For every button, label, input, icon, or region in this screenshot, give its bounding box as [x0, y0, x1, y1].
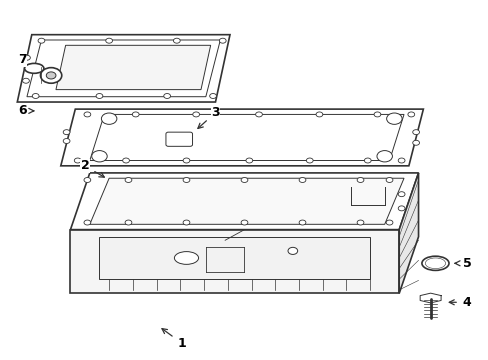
- Circle shape: [132, 112, 139, 117]
- Polygon shape: [419, 293, 440, 303]
- Circle shape: [241, 220, 247, 225]
- Ellipse shape: [174, 252, 198, 264]
- Circle shape: [125, 220, 132, 225]
- Polygon shape: [70, 230, 398, 293]
- Text: 2: 2: [81, 159, 104, 177]
- Circle shape: [407, 112, 414, 117]
- Ellipse shape: [425, 258, 445, 269]
- Circle shape: [364, 158, 370, 163]
- Circle shape: [299, 220, 305, 225]
- Circle shape: [412, 140, 419, 145]
- Circle shape: [183, 220, 189, 225]
- Circle shape: [386, 177, 392, 183]
- Circle shape: [373, 112, 380, 117]
- Circle shape: [376, 150, 392, 162]
- Circle shape: [63, 139, 70, 144]
- Circle shape: [306, 158, 312, 163]
- Circle shape: [183, 158, 189, 163]
- Circle shape: [74, 158, 81, 163]
- Polygon shape: [56, 45, 210, 90]
- Circle shape: [173, 38, 180, 43]
- Text: 4: 4: [448, 296, 470, 309]
- Text: 1: 1: [162, 329, 185, 350]
- Circle shape: [125, 177, 132, 183]
- Circle shape: [63, 130, 70, 135]
- Circle shape: [101, 113, 117, 124]
- Circle shape: [386, 113, 401, 124]
- Circle shape: [183, 177, 189, 183]
- Circle shape: [397, 206, 404, 211]
- Circle shape: [245, 158, 252, 163]
- Circle shape: [84, 177, 91, 183]
- Circle shape: [32, 94, 39, 99]
- Circle shape: [397, 192, 404, 197]
- Ellipse shape: [41, 68, 61, 83]
- FancyBboxPatch shape: [165, 132, 192, 146]
- Circle shape: [23, 55, 30, 60]
- Ellipse shape: [421, 256, 448, 270]
- Circle shape: [105, 38, 112, 43]
- Polygon shape: [61, 109, 423, 166]
- Ellipse shape: [46, 72, 56, 79]
- Circle shape: [412, 130, 419, 135]
- Circle shape: [84, 112, 91, 117]
- Circle shape: [299, 177, 305, 183]
- Circle shape: [92, 150, 107, 162]
- Circle shape: [22, 78, 29, 83]
- Polygon shape: [398, 173, 418, 293]
- Circle shape: [315, 112, 322, 117]
- Circle shape: [255, 112, 262, 117]
- Circle shape: [122, 158, 129, 163]
- Circle shape: [356, 177, 363, 183]
- Circle shape: [356, 220, 363, 225]
- Polygon shape: [90, 114, 403, 161]
- Ellipse shape: [24, 63, 44, 73]
- Polygon shape: [17, 35, 229, 102]
- Circle shape: [287, 247, 297, 255]
- Circle shape: [96, 94, 102, 99]
- Polygon shape: [99, 237, 369, 279]
- Text: 3: 3: [198, 106, 220, 129]
- Circle shape: [386, 220, 392, 225]
- Polygon shape: [27, 40, 220, 97]
- Polygon shape: [90, 178, 403, 224]
- Text: 6: 6: [18, 104, 34, 117]
- Circle shape: [209, 94, 216, 99]
- Circle shape: [397, 158, 404, 163]
- Text: 7: 7: [18, 53, 26, 66]
- Circle shape: [241, 177, 247, 183]
- Circle shape: [38, 38, 45, 43]
- Text: 5: 5: [454, 257, 470, 270]
- Circle shape: [84, 220, 91, 225]
- Ellipse shape: [429, 260, 440, 266]
- Circle shape: [163, 94, 170, 99]
- Circle shape: [219, 38, 225, 43]
- Polygon shape: [70, 173, 418, 230]
- Circle shape: [192, 112, 199, 117]
